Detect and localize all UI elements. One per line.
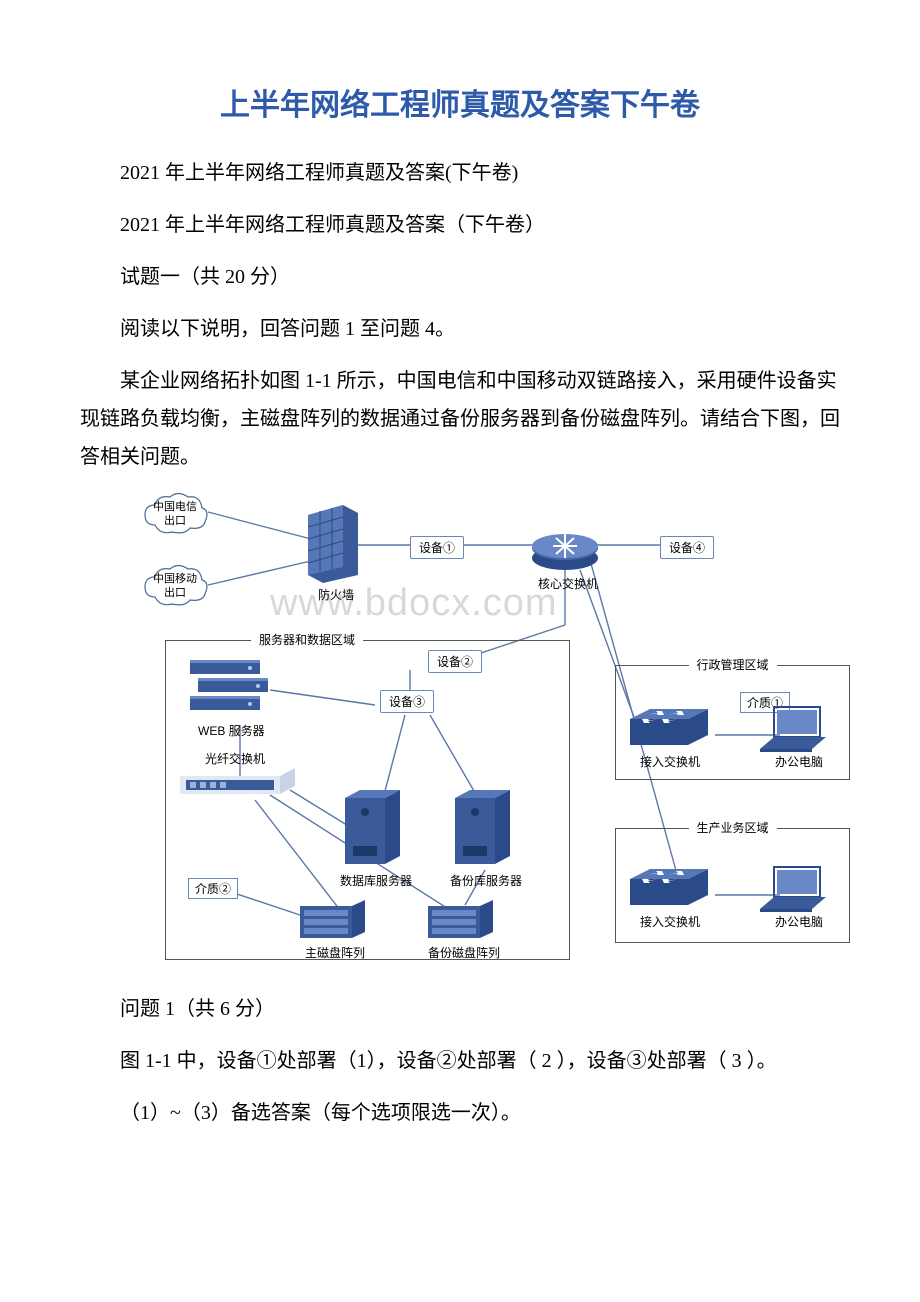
question-1-options: （1）~（3）备选答案（每个选项限选一次）。 [80,1094,840,1132]
db-server-icon [345,790,400,873]
backup-array-icon [428,900,493,947]
db-server-label: 数据库服务器 [340,872,412,889]
question-1-body: 图 1-1 中，设备①处部署（1），设备②处部署（ 2 ），设备③处部署（ 3 … [80,1042,840,1080]
device-3-label: 设备③ [380,690,434,713]
backup-array-label: 备份磁盘阵列 [428,944,500,961]
firewall-label: 防火墙 [318,586,354,603]
core-switch-label: 核心交换机 [538,575,598,592]
cloud-telecom: 中国电信出口 [140,490,210,538]
backup-server-label: 备份库服务器 [450,872,522,889]
backup-server-icon [455,790,510,873]
core-switch-icon [530,520,600,577]
web-server-label: WEB 服务器 [198,722,265,739]
paragraph-4: 阅读以下说明，回答问题 1 至问题 4。 [80,310,840,348]
device-2-label: 设备② [428,650,482,673]
main-array-icon [300,900,365,947]
prod-access-switch-label: 接入交换机 [640,913,700,930]
fiber-switch-icon [180,768,295,803]
page-title: 上半年网络工程师真题及答案下午卷 [80,80,840,124]
media-2-label: 介质② [188,878,238,899]
admin-access-switch-label: 接入交换机 [640,753,700,770]
paragraph-3: 试题一（共 20 分） [80,258,840,296]
cloud-telecom-label: 中国电信出口 [153,500,197,529]
paragraph-2: 2021 年上半年网络工程师真题及答案（下午卷） [80,206,840,244]
admin-pc-icon [760,705,830,758]
server-data-zone-title: 服务器和数据区域 [251,631,363,648]
fiber-switch-label: 光纤交换机 [205,750,265,767]
prod-pc-icon [760,865,830,918]
admin-pc-label: 办公电脑 [775,753,823,770]
admin-zone-title: 行政管理区域 [688,656,776,673]
prod-pc-label: 办公电脑 [775,913,823,930]
device-1-label: 设备① [410,536,464,559]
web-server-icon [190,660,275,723]
prod-access-switch-icon [630,865,708,914]
production-zone-title: 生产业务区域 [688,819,776,836]
device-4-label: 设备④ [660,536,714,559]
paragraph-5: 某企业网络拓扑如图 1-1 所示，中国电信和中国移动双链路接入，采用硬件设备实现… [80,362,840,476]
cloud-mobile: 中国移动出口 [140,562,210,610]
paragraph-1: 2021 年上半年网络工程师真题及答案(下午卷) [80,154,840,192]
admin-access-switch-icon [630,705,708,754]
network-topology-diagram: www.bdocx.com 中国电信出口 中国移动出口 防火墙 设备① 设备④ [140,490,860,970]
firewall-icon [308,505,358,588]
main-array-label: 主磁盘阵列 [305,944,365,961]
cloud-mobile-label: 中国移动出口 [153,572,197,601]
question-1-header: 问题 1（共 6 分） [80,990,840,1028]
